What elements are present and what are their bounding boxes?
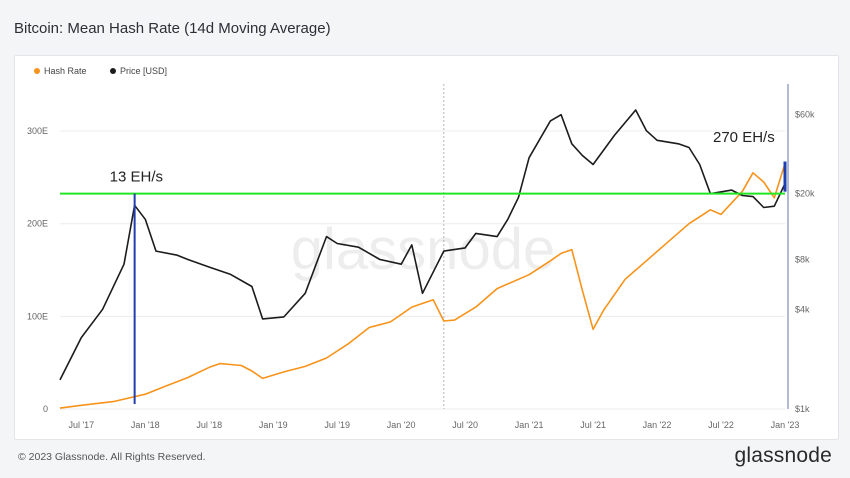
x-tick-label: Jul '19 [324, 420, 350, 430]
x-tick-label: Jul '20 [452, 420, 478, 430]
x-tick-label: Jan '20 [387, 420, 416, 430]
y-left-tick-label: 300E [27, 126, 48, 136]
annotation-label: 13 EH/s [110, 169, 163, 186]
x-tick-label: Jan '22 [643, 420, 672, 430]
legend: Hash Rate Price [USD] [34, 66, 167, 76]
hash-rate-chart: Hash Rate Price [USD] glassnode 0 100E 200E… [27, 66, 815, 430]
copyright-text: © 2023 Glassnode. All Rights Reserved. [18, 451, 206, 463]
x-tick-label: Jul '21 [580, 420, 606, 430]
series-layer [59, 109, 787, 409]
x-tick-label: Jul '22 [708, 420, 734, 430]
brand-logo-text[interactable]: glassnode [734, 444, 832, 467]
y-right-tick-label: $4k [795, 304, 810, 314]
y-right-tick-label: $20k [795, 189, 815, 199]
series-line-hash-rate [59, 163, 786, 409]
legend-swatch [34, 68, 40, 74]
y-right-tick-label: $8k [795, 255, 810, 265]
legend-label: Price [USD] [120, 66, 167, 76]
y-left-tick-label: 0 [43, 404, 48, 414]
chart-title: Bitcoin: Mean Hash Rate (14d Moving Aver… [14, 20, 331, 37]
annotation-label: 270 EH/s [713, 129, 775, 146]
ticks: 0 100E 200E 300E $1k $4k $8k $20k $60k Jul '17 Jan… [27, 110, 815, 430]
grid [60, 84, 789, 410]
y-right-tick-label: $1k [795, 404, 810, 414]
annotations: 13 EH/s 270 EH/s [110, 129, 775, 186]
chart-panel: Hash Rate Price [USD] glassnode 0 100E 200E… [14, 55, 839, 440]
watermark: glassnode [291, 217, 555, 282]
legend-swatch [110, 68, 116, 74]
x-tick-label: Jan '18 [131, 420, 160, 430]
x-tick-label: Jan '23 [771, 420, 800, 430]
x-tick-label: Jan '19 [259, 420, 288, 430]
series-line-price [59, 109, 786, 381]
x-tick-label: Jul '18 [196, 420, 222, 430]
y-right-tick-label: $60k [795, 110, 815, 120]
x-tick-label: Jan '21 [515, 420, 544, 430]
y-left-tick-label: 200E [27, 219, 48, 229]
x-tick-label: Jul '17 [68, 420, 94, 430]
y-left-tick-label: 100E [27, 311, 48, 321]
legend-label: Hash Rate [44, 66, 87, 76]
